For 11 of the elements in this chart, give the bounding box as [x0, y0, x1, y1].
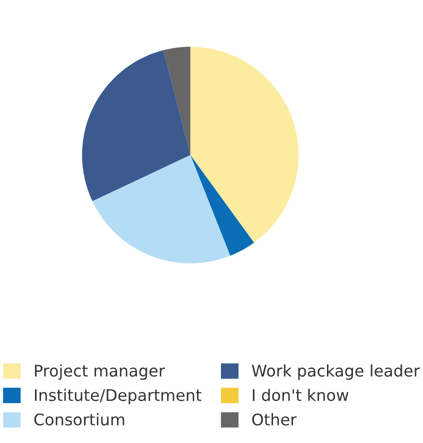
pie-slice: [190, 46, 299, 243]
legend-label: Institute/Department: [34, 388, 202, 404]
legend-label: Work package leader: [252, 364, 420, 380]
pie-slice: [190, 155, 254, 256]
pie-slice: [92, 155, 230, 264]
legend-label: Consortium: [34, 413, 124, 426]
legend-label: I don't know: [252, 388, 348, 402]
pie-slice: [163, 46, 190, 156]
legend-label: Project manager: [34, 364, 165, 380]
pie-slice: [82, 50, 190, 202]
legend-label: Other: [252, 413, 297, 426]
